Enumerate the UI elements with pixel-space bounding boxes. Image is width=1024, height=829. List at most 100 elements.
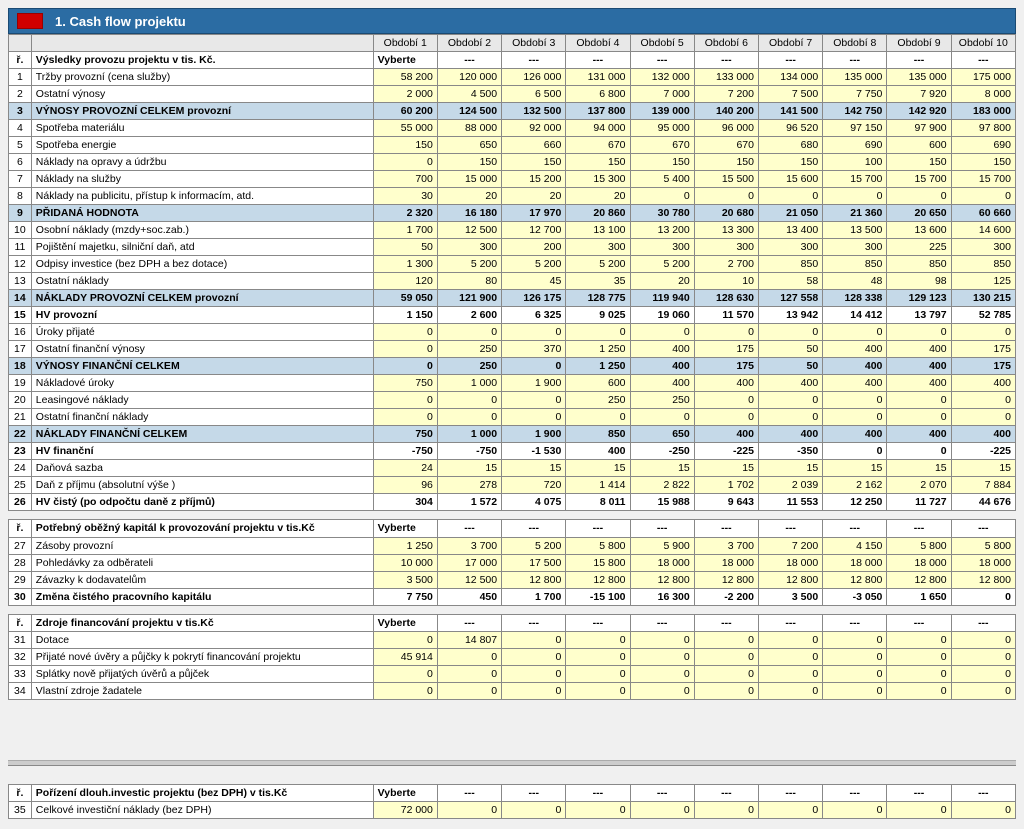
data-cell: 0: [951, 324, 1015, 341]
data-cell: 0: [823, 324, 887, 341]
data-cell: 129 123: [887, 290, 951, 307]
data-cell: 7 920: [887, 86, 951, 103]
dash-cell: ---: [502, 52, 566, 69]
row-number: 28: [9, 554, 32, 571]
data-cell: 1 572: [437, 494, 501, 511]
section-header-row: ř.Potřebný oběžný kapitál k provozování …: [9, 520, 1016, 538]
data-cell: 175: [951, 341, 1015, 358]
data-cell: 13 500: [823, 222, 887, 239]
period-header: Období 10: [951, 35, 1015, 52]
data-cell: 14 600: [951, 222, 1015, 239]
data-cell: 0: [694, 631, 758, 648]
row-number: 24: [9, 460, 32, 477]
data-cell: 150: [437, 154, 501, 171]
dash-cell: ---: [758, 784, 822, 802]
row-label: Ostatní výnosy: [31, 86, 373, 103]
data-cell: 0: [373, 631, 437, 648]
data-cell: 12 500: [437, 571, 501, 588]
data-cell: 670: [630, 137, 694, 154]
dash-cell: ---: [502, 784, 566, 802]
row-label: Přijaté nové úvěry a půjčky k pokrytí fi…: [31, 648, 373, 665]
data-cell: 11 553: [758, 494, 822, 511]
data-cell: 0: [823, 392, 887, 409]
data-cell: 0: [630, 665, 694, 682]
data-cell: 7 200: [694, 86, 758, 103]
data-cell: 0: [951, 409, 1015, 426]
data-cell: 97 800: [951, 120, 1015, 137]
data-cell: 5 900: [630, 537, 694, 554]
row-number: 27: [9, 537, 32, 554]
data-cell: 250: [437, 341, 501, 358]
data-cell: 0: [887, 648, 951, 665]
data-cell: 14 807: [437, 631, 501, 648]
dash-cell: ---: [694, 784, 758, 802]
data-cell: 0: [373, 392, 437, 409]
data-cell: 15: [951, 460, 1015, 477]
dash-cell: ---: [437, 614, 501, 631]
table-row: 3VÝNOSY PROVOZNÍ CELKEM provozní60 20012…: [9, 103, 1016, 120]
row-number: 5: [9, 137, 32, 154]
data-cell: 15 500: [694, 171, 758, 188]
data-cell: 0: [887, 188, 951, 205]
data-cell: 690: [951, 137, 1015, 154]
row-label: Splátky nově přijatých úvěrů a půjček: [31, 665, 373, 682]
dash-cell: ---: [502, 520, 566, 538]
data-cell: 0: [630, 802, 694, 819]
vyberte-cell[interactable]: Vyberte: [373, 614, 437, 631]
period-header: Období 2: [437, 35, 501, 52]
data-cell: 24: [373, 460, 437, 477]
data-cell: 300: [566, 239, 630, 256]
vyberte-cell[interactable]: Vyberte: [373, 520, 437, 538]
data-cell: 55 000: [373, 120, 437, 137]
row-number: 15: [9, 307, 32, 324]
vyberte-cell[interactable]: Vyberte: [373, 784, 437, 802]
data-cell: 20 680: [694, 205, 758, 222]
row-number: 9: [9, 205, 32, 222]
table-row: 19Nákladové úroky7501 0001 9006004004004…: [9, 375, 1016, 392]
data-cell: 850: [887, 256, 951, 273]
data-cell: 670: [694, 137, 758, 154]
vyberte-cell[interactable]: Vyberte: [373, 52, 437, 69]
data-cell: 58: [758, 273, 822, 290]
data-cell: 7 750: [823, 86, 887, 103]
data-cell: 0: [566, 631, 630, 648]
section-title: Výsledky provozu projektu v tis. Kč.: [31, 52, 373, 69]
data-cell: 8 011: [566, 494, 630, 511]
dash-cell: ---: [823, 52, 887, 69]
data-cell: 400: [566, 443, 630, 460]
data-cell: 133 000: [694, 69, 758, 86]
table-row: 24Daňová sazba24151515151515151515: [9, 460, 1016, 477]
data-cell: 5 200: [502, 537, 566, 554]
data-cell: 250: [630, 392, 694, 409]
data-cell: 1 700: [502, 588, 566, 605]
dash-cell: ---: [437, 52, 501, 69]
data-cell: 650: [630, 426, 694, 443]
row-number-header: ř.: [9, 52, 32, 69]
row-label: Daň z příjmu (absolutní výše ): [31, 477, 373, 494]
table-row: 12Odpisy investice (bez DPH a bez dotace…: [9, 256, 1016, 273]
data-cell: -15 100: [566, 588, 630, 605]
data-cell: 5 800: [951, 537, 1015, 554]
data-cell: 0: [373, 682, 437, 699]
data-cell: -750: [373, 443, 437, 460]
data-cell: 12 250: [823, 494, 887, 511]
data-cell: 12 700: [502, 222, 566, 239]
dash-cell: ---: [630, 784, 694, 802]
data-cell: 50: [758, 358, 822, 375]
data-cell: 13 600: [887, 222, 951, 239]
table-row: 9PŘIDANÁ HODNOTA2 32016 18017 97020 8603…: [9, 205, 1016, 222]
data-cell: 18 000: [694, 554, 758, 571]
table-row: 22NÁKLADY FINANČNÍ CELKEM7501 0001 90085…: [9, 426, 1016, 443]
row-number: 35: [9, 802, 32, 819]
section-header-row: ř.Pořízení dlouh.investic projektu (bez …: [9, 784, 1016, 802]
table-row: 21Ostatní finanční náklady0000000000: [9, 409, 1016, 426]
period-header: Období 5: [630, 35, 694, 52]
data-cell: -250: [630, 443, 694, 460]
dash-cell: ---: [502, 614, 566, 631]
data-cell: 300: [694, 239, 758, 256]
data-cell: 0: [887, 392, 951, 409]
data-cell: 15 988: [630, 494, 694, 511]
data-cell: 0: [437, 409, 501, 426]
data-cell: 660: [502, 137, 566, 154]
table-row: 1Tržby provozní (cena služby)58 200120 0…: [9, 69, 1016, 86]
